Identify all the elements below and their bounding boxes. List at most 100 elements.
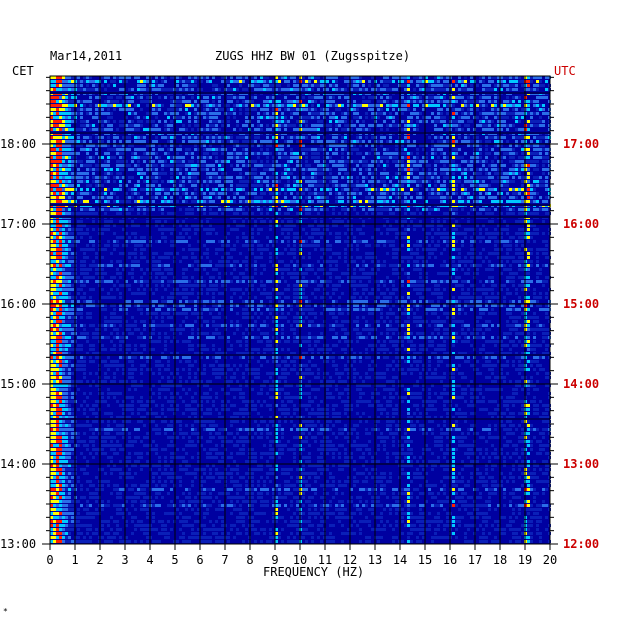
spectrogram-cell	[446, 104, 449, 107]
spectrogram-cell	[65, 240, 68, 243]
spectrogram-cell	[71, 196, 74, 199]
spectrogram-cell	[527, 84, 530, 87]
spectrogram-cell	[257, 152, 260, 155]
spectrogram-cell	[287, 176, 290, 179]
spectrogram-cell	[305, 104, 308, 107]
spectrogram-cell	[263, 140, 266, 143]
spectrogram-cell	[236, 140, 239, 143]
spectrogram-cell	[452, 152, 455, 155]
spectrogram-cell	[143, 172, 146, 175]
spectrogram-cell	[191, 196, 194, 199]
spectrogram-cell	[356, 200, 359, 203]
spectrogram-cell	[365, 252, 368, 255]
spectrogram-cell	[134, 248, 137, 251]
spectrogram-cell	[341, 144, 344, 147]
spectrogram-cell	[506, 248, 509, 251]
spectrogram-cell	[413, 164, 416, 167]
spectrogram-cell	[389, 156, 392, 159]
spectrogram-cell	[536, 112, 539, 115]
spectrogram-cell	[269, 88, 272, 91]
spectrogram-cell	[467, 228, 470, 231]
spectrogram-cell	[314, 100, 317, 103]
spectrogram-cell	[170, 212, 173, 215]
spectrogram-cell	[530, 116, 533, 119]
spectrogram-cell	[203, 96, 206, 99]
spectrogram-cell	[446, 188, 449, 191]
spectrogram-cell	[71, 164, 74, 167]
spectrogram-cell	[434, 168, 437, 171]
spectrogram-cell	[365, 128, 368, 131]
spectrogram-cell	[203, 208, 206, 211]
spectrogram-cell	[239, 144, 242, 147]
spectrogram-cell	[395, 104, 398, 107]
spectrogram-cell	[245, 156, 248, 159]
spectrogram-cell	[59, 180, 62, 183]
spectrogram-cell	[59, 236, 62, 239]
spectrogram-cell	[152, 172, 155, 175]
spectrogram-cell	[410, 220, 413, 223]
spectrogram-cell	[440, 140, 443, 143]
spectrogram-cell	[236, 188, 239, 191]
spectrogram-cell	[161, 160, 164, 163]
spectrogram-cell	[521, 188, 524, 191]
spectrogram-cell	[266, 184, 269, 187]
spectrogram-cell	[254, 220, 257, 223]
spectrogram-cell	[182, 128, 185, 131]
spectrogram-cell	[545, 248, 548, 251]
spectrogram-cell	[488, 236, 491, 239]
spectrogram-cell	[71, 172, 74, 175]
spectrogram-cell	[206, 240, 209, 243]
spectrogram-cell	[344, 248, 347, 251]
spectrogram-cell	[347, 236, 350, 239]
spectrogram-cell	[221, 160, 224, 163]
spectrogram-cell	[491, 252, 494, 255]
spectrogram-cell	[92, 260, 95, 263]
spectrogram-cell	[470, 120, 473, 123]
spectrogram-cell	[221, 164, 224, 167]
spectrogram-cell	[425, 232, 428, 235]
spectrogram-cell	[113, 104, 116, 107]
spectrogram-cell	[455, 200, 458, 203]
spectrogram-cell	[377, 160, 380, 163]
spectrogram-cell	[194, 164, 197, 167]
spectrogram-cell	[518, 192, 521, 195]
spectrogram-cell	[395, 184, 398, 187]
spectrogram-cell	[446, 160, 449, 163]
spectrogram-cell	[419, 176, 422, 179]
spectrogram-cell	[227, 244, 230, 247]
spectrogram-cell	[470, 112, 473, 115]
spectrogram-cell	[170, 148, 173, 151]
spectrogram-cell	[509, 152, 512, 155]
spectrogram-cell	[134, 188, 137, 191]
spectrogram-cell	[278, 164, 281, 167]
spectrogram-cell	[281, 176, 284, 179]
spectrogram-cell	[389, 96, 392, 99]
spectrogram-cell	[50, 176, 53, 179]
spectrogram-cell	[203, 196, 206, 199]
spectrogram-cell	[65, 200, 68, 203]
spectrogram-cell	[401, 224, 404, 227]
spectrogram-cell	[341, 188, 344, 191]
spectrogram-cell	[143, 208, 146, 211]
spectrogram-cell	[287, 224, 290, 227]
spectrogram-cell	[452, 232, 455, 235]
spectrogram-cell	[545, 196, 548, 199]
spectrogram-cell	[59, 100, 62, 103]
spectrogram-cell	[260, 116, 263, 119]
spectrogram-cell	[113, 192, 116, 195]
spectrogram-cell	[281, 124, 284, 127]
spectrogram-cell	[194, 84, 197, 87]
spectrogram-cell	[509, 112, 512, 115]
spectrogram-cell	[134, 152, 137, 155]
spectrogram-cell	[452, 176, 455, 179]
spectrogram-cell	[182, 236, 185, 239]
spectrogram-cell	[206, 152, 209, 155]
spectrogram-cell	[308, 192, 311, 195]
spectrogram-cell	[422, 108, 425, 111]
spectrogram-cell	[182, 84, 185, 87]
spectrogram-cell	[230, 140, 233, 143]
spectrogram-cell	[254, 196, 257, 199]
spectrogram-cell	[185, 168, 188, 171]
spectrogram-cell	[179, 236, 182, 239]
spectrogram-cell	[107, 244, 110, 247]
